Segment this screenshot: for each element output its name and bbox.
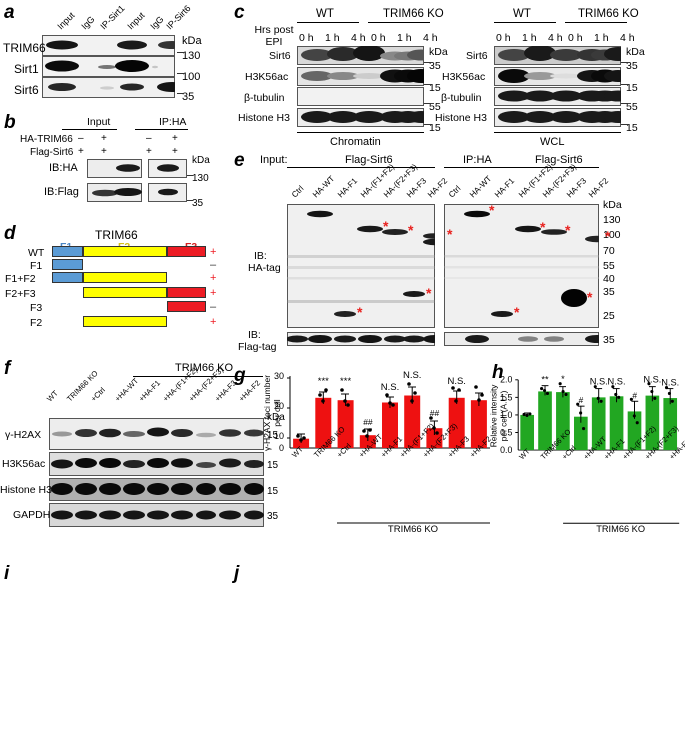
- svg-text:HA-F2: HA-F2: [587, 176, 610, 199]
- svg-text:##: ##: [430, 408, 440, 418]
- svg-text:***: ***: [318, 376, 329, 387]
- svg-text:Input: Input: [55, 10, 77, 32]
- svg-text:*: *: [561, 374, 565, 384]
- svg-text:N.S.: N.S.: [643, 375, 661, 385]
- svg-text:+Ctrl: +Ctrl: [89, 385, 107, 403]
- svg-text:Ctrl: Ctrl: [290, 184, 305, 199]
- svg-text:TRIM66 KO: TRIM66 KO: [596, 524, 645, 533]
- svg-text:N.S.: N.S.: [381, 382, 399, 393]
- svg-text:**: **: [541, 375, 549, 385]
- svg-text:10: 10: [274, 431, 284, 441]
- svg-text:Ctrl: Ctrl: [447, 184, 462, 199]
- svg-text:N.S.: N.S.: [447, 376, 465, 387]
- svg-text:N.S.: N.S.: [608, 377, 626, 387]
- svg-text:+HA-WT: +HA-WT: [113, 376, 140, 403]
- svg-text:30: 30: [274, 371, 284, 381]
- svg-text:N.S.: N.S.: [590, 377, 608, 387]
- svg-text:Input: Input: [125, 10, 147, 32]
- svg-text:HA-F3: HA-F3: [565, 176, 588, 199]
- svg-text:N.S.: N.S.: [403, 370, 421, 381]
- svg-text:γ-H2AX foci number: γ-H2AX foci number: [262, 375, 272, 451]
- svg-text:HA-F1: HA-F1: [336, 176, 359, 199]
- svg-text:IgG: IgG: [79, 14, 96, 31]
- svg-text:TRIM66 KO: TRIM66 KO: [388, 524, 438, 533]
- svg-text:0: 0: [279, 443, 284, 453]
- svg-text:+HA-F1: +HA-F1: [137, 378, 162, 403]
- svg-text:per cell: per cell: [272, 399, 282, 427]
- svg-text:0.0: 0.0: [500, 445, 512, 455]
- svg-text:***: ***: [340, 376, 351, 387]
- svg-text:2.0: 2.0: [500, 375, 512, 385]
- svg-text:HA-WT: HA-WT: [468, 174, 493, 199]
- svg-text:IP-Sirt6: IP-Sirt6: [164, 3, 192, 31]
- svg-text:HA-WT: HA-WT: [311, 174, 336, 199]
- svg-text:#: #: [632, 390, 637, 400]
- svg-text:IgG: IgG: [148, 14, 165, 31]
- svg-text:#: #: [579, 395, 584, 405]
- svg-text:N.S.: N.S.: [661, 378, 679, 388]
- svg-text:per cell (A.U.): per cell (A.U.): [498, 390, 508, 441]
- svg-text:HA-F1: HA-F1: [493, 176, 516, 199]
- svg-text:Relative intensity: Relative intensity: [489, 384, 499, 447]
- svg-text:IP-Sirt1: IP-Sirt1: [98, 3, 126, 31]
- svg-text:##: ##: [363, 417, 373, 427]
- svg-text:WT: WT: [45, 388, 60, 403]
